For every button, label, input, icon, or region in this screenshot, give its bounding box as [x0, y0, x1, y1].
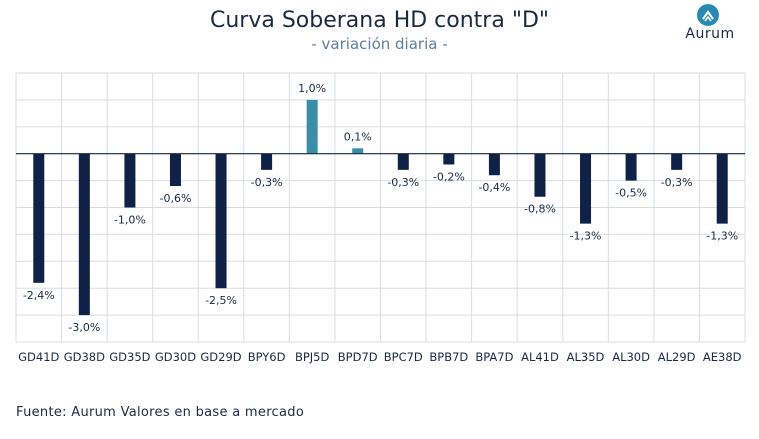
bar-al29d: [671, 153, 683, 170]
x-tick-label: GD41D: [18, 350, 59, 364]
bar-gd41d: [33, 153, 45, 283]
chart-subtitle: - variación diaria -: [311, 35, 448, 53]
bar-bpc7d: [397, 153, 409, 170]
data-label: -2,4%: [23, 289, 55, 302]
data-label: -0,5%: [615, 187, 647, 200]
bar-ae38d: [716, 153, 728, 224]
x-tick-label: GD35D: [109, 350, 150, 364]
x-tick-label: AL41D: [521, 350, 559, 364]
data-label: -0,6%: [160, 192, 192, 205]
bar-bpb7d: [443, 153, 455, 165]
x-tick-label: BPA7D: [475, 350, 513, 364]
data-label: -2,5%: [205, 294, 237, 307]
bar-bpy6d: [261, 153, 273, 170]
data-label: -0,4%: [478, 181, 510, 194]
bar-bpa7d: [488, 153, 500, 176]
bar-bpj5d: [306, 99, 318, 154]
x-tick-label: BPD7D: [338, 350, 378, 364]
data-label: -0,3%: [251, 176, 283, 189]
data-label: -3,0%: [68, 321, 100, 334]
x-tick-label: BPC7D: [384, 350, 423, 364]
mountain-icon: [697, 4, 719, 26]
x-tick-label: BPY6D: [248, 350, 286, 364]
x-tick-label: AL35D: [567, 350, 605, 364]
data-label: -0,2%: [433, 170, 465, 183]
aurum-logo: Aurum: [678, 4, 742, 44]
data-label: -0,3%: [387, 176, 419, 189]
source-note: Fuente: Aurum Valores en base a mercado: [16, 405, 305, 420]
bar-gd38d: [78, 153, 90, 316]
bar-gd30d: [169, 153, 181, 186]
x-tick-label: AL30D: [612, 350, 650, 364]
logo-text: Aurum: [685, 26, 735, 42]
data-label: -0,3%: [661, 176, 693, 189]
x-tick-label: BPJ5D: [295, 350, 330, 364]
data-label: 0,1%: [344, 130, 372, 143]
bar-al30d: [625, 153, 637, 181]
data-label: -1,0%: [114, 214, 146, 227]
bar-gd29d: [215, 153, 227, 289]
data-label: 1,0%: [298, 82, 326, 95]
data-label: -1,3%: [706, 230, 738, 243]
x-tick-label: GD29D: [200, 350, 241, 364]
data-label: -1,3%: [570, 230, 602, 243]
bar-al35d: [580, 153, 592, 224]
x-tick-label: GD30D: [155, 350, 196, 364]
bar-chart: -2,4% GD41D -3,0% GD38D -1,0% GD35D -0,6% GD30D…: [15, 72, 746, 364]
data-label: -0,8%: [524, 203, 556, 216]
x-tick-label: BPB7D: [429, 350, 468, 364]
bar-bpd7d: [352, 148, 364, 154]
bar-gd35d: [124, 153, 136, 208]
x-tick-label: AL29D: [658, 350, 696, 364]
x-tick-label: GD38D: [64, 350, 105, 364]
x-tick-label: AE38D: [703, 350, 742, 364]
chart-title: Curva Soberana HD contra "D": [209, 8, 549, 33]
bar-al41d: [534, 153, 546, 197]
